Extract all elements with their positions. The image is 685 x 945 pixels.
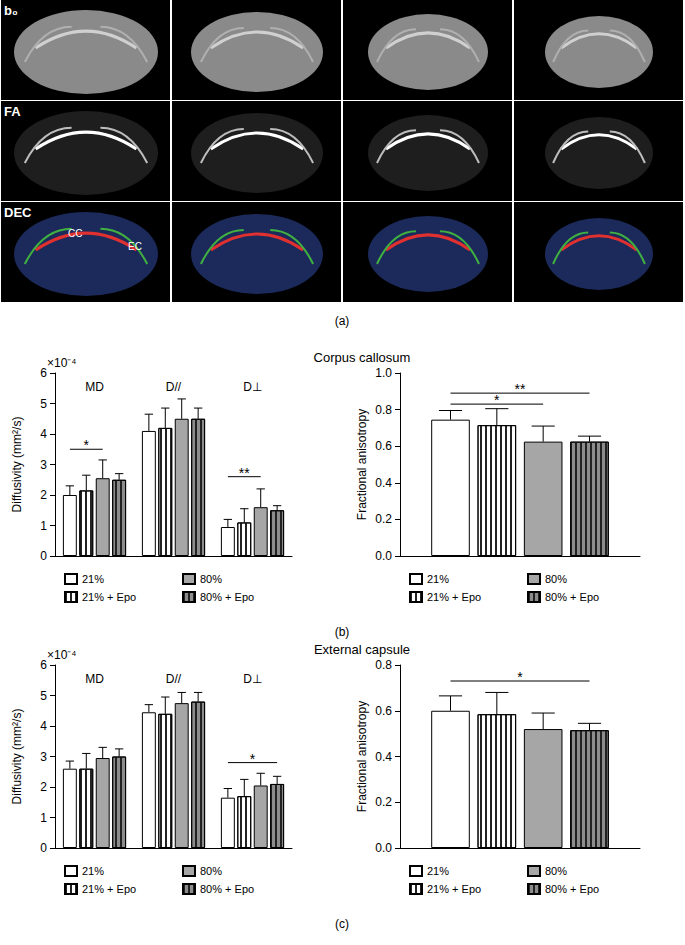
svg-text:0.0: 0.0 (375, 841, 392, 855)
svg-text:*: * (84, 437, 90, 453)
svg-text:80%: 80% (545, 573, 567, 585)
svg-text:80%: 80% (200, 865, 222, 877)
svg-text:MD: MD (85, 380, 104, 394)
svg-text:0.6: 0.6 (375, 439, 392, 453)
svg-text:80%: 80% (545, 865, 567, 877)
svg-text:21%: 21% (427, 573, 449, 585)
svg-text:80%: 80% (200, 573, 222, 585)
svg-text:*: * (494, 392, 500, 408)
svg-text:3: 3 (40, 458, 47, 472)
svg-text:4: 4 (40, 427, 47, 441)
svg-text:21% + Epo: 21% + Epo (427, 883, 481, 895)
svg-text:4: 4 (40, 719, 47, 733)
svg-text:0.8: 0.8 (375, 658, 392, 672)
svg-text:DEC: DEC (4, 205, 32, 220)
svg-text:D⊥: D⊥ (243, 672, 262, 686)
svg-text:21% + Epo: 21% + Epo (82, 591, 136, 603)
svg-text:CC: CC (68, 228, 82, 239)
svg-text:×10⁻⁴: ×10⁻⁴ (47, 356, 77, 370)
svg-text:21% + Epo: 21% + Epo (427, 591, 481, 603)
svg-text:0.6: 0.6 (375, 704, 392, 718)
svg-text:External capsule: External capsule (314, 642, 410, 657)
svg-text:2: 2 (40, 780, 47, 794)
svg-text:(c): (c) (335, 917, 349, 931)
svg-text:Fractional anisotropy: Fractional anisotropy (355, 409, 369, 520)
svg-text:6: 6 (40, 366, 47, 380)
svg-text:5: 5 (40, 689, 47, 703)
svg-text:0.4: 0.4 (375, 750, 392, 764)
svg-text:0: 0 (40, 549, 47, 563)
svg-text:6: 6 (40, 658, 47, 672)
svg-text:0.0: 0.0 (375, 549, 392, 563)
svg-text:*: * (250, 751, 256, 767)
svg-text:Corpus callosum: Corpus callosum (314, 350, 411, 365)
svg-text:21%: 21% (82, 573, 104, 585)
svg-text:MD: MD (85, 672, 104, 686)
svg-text:**: ** (239, 465, 250, 481)
svg-text:0.2: 0.2 (375, 795, 392, 809)
svg-text:D//: D// (166, 380, 182, 394)
svg-text:80% + Epo: 80% + Epo (545, 883, 599, 895)
svg-text:21%: 21% (427, 865, 449, 877)
svg-text:*: * (517, 669, 523, 685)
svg-text:0.4: 0.4 (375, 476, 392, 490)
svg-text:21%: 21% (82, 865, 104, 877)
svg-text:1.0: 1.0 (375, 366, 392, 380)
svg-text:×10⁻⁴: ×10⁻⁴ (47, 648, 77, 662)
svg-text:EC: EC (128, 241, 142, 252)
svg-text:b₀: b₀ (4, 3, 18, 18)
svg-text:Fractional anisotropy: Fractional anisotropy (355, 701, 369, 812)
svg-text:80% + Epo: 80% + Epo (200, 591, 254, 603)
svg-text:80% + Epo: 80% + Epo (545, 591, 599, 603)
svg-text:D⊥: D⊥ (243, 380, 262, 394)
svg-text:Diffusivity (mm²/s): Diffusivity (mm²/s) (10, 709, 24, 805)
svg-text:1: 1 (40, 811, 47, 825)
svg-text:Diffusivity (mm²/s): Diffusivity (mm²/s) (10, 417, 24, 513)
svg-text:0.8: 0.8 (375, 403, 392, 417)
svg-text:(b): (b) (335, 625, 350, 639)
svg-text:80% + Epo: 80% + Epo (200, 883, 254, 895)
svg-text:3: 3 (40, 750, 47, 764)
svg-text:0: 0 (40, 841, 47, 855)
svg-text:1: 1 (40, 519, 47, 533)
svg-text:0.2: 0.2 (375, 512, 392, 526)
svg-text:2: 2 (40, 488, 47, 502)
svg-text:**: ** (515, 381, 526, 397)
svg-text:FA: FA (4, 104, 21, 119)
svg-text:D//: D// (166, 672, 182, 686)
svg-text:(a): (a) (335, 314, 350, 328)
svg-text:5: 5 (40, 397, 47, 411)
svg-text:21% + Epo: 21% + Epo (82, 883, 136, 895)
